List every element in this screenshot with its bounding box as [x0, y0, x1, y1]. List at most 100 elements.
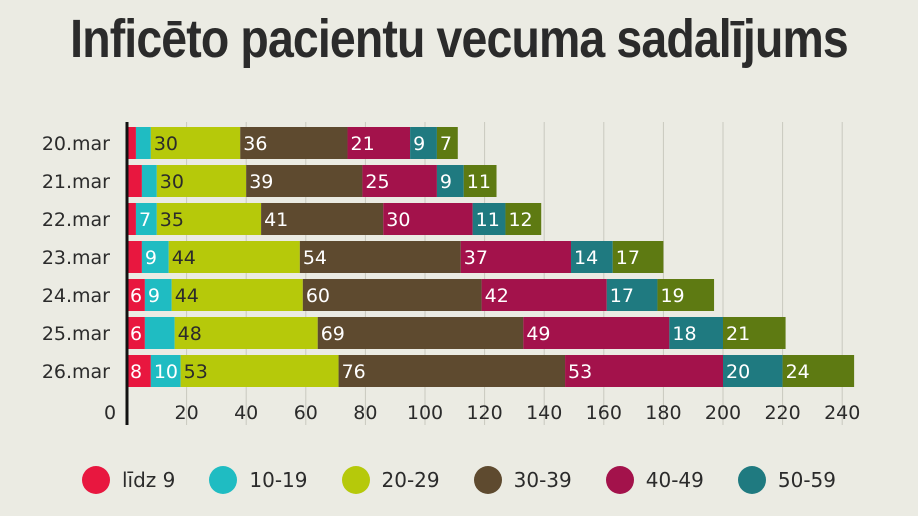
x-tick-label: 40	[234, 402, 258, 424]
bar-segment	[782, 355, 855, 387]
bar-segment	[436, 127, 458, 159]
legend-item: 30-39	[473, 466, 572, 494]
data-label: 9	[440, 171, 452, 193]
x-tick-label: 20	[175, 402, 199, 424]
x-tick-label: 200	[705, 402, 741, 424]
legend-swatch	[81, 466, 110, 494]
data-label: 69	[321, 323, 345, 345]
bar-segment	[127, 165, 142, 197]
data-label: 30	[154, 133, 178, 155]
bar-segment	[127, 241, 142, 273]
bar-segment	[460, 241, 572, 273]
bar-segment	[171, 279, 303, 311]
bar-segment	[463, 165, 497, 197]
bar-segment	[436, 165, 464, 197]
bar-segment	[302, 279, 482, 311]
bar-segment	[127, 279, 145, 311]
legend-swatch	[605, 466, 634, 494]
bar-segment	[410, 127, 437, 159]
data-label: 30	[160, 171, 184, 193]
data-label: 8	[130, 361, 142, 383]
bar-segment	[723, 355, 783, 387]
legend-item: 40-49	[605, 466, 704, 494]
bar-segment	[606, 279, 658, 311]
bar-segment	[338, 355, 566, 387]
data-label: 39	[249, 171, 273, 193]
bar-segment	[127, 355, 151, 387]
data-label: 9	[413, 133, 425, 155]
bar-segment	[261, 203, 384, 235]
bar-segment	[246, 165, 363, 197]
bar-segment	[723, 317, 786, 349]
bar-segment	[127, 127, 136, 159]
data-label: 60	[306, 285, 330, 307]
data-label: 9	[145, 247, 157, 269]
bar-segment	[168, 241, 300, 273]
bar-segment	[481, 279, 607, 311]
legend-swatch	[341, 466, 370, 494]
bar-segment	[174, 317, 318, 349]
x-tick-label: 180	[645, 402, 681, 424]
legend-label: 40-49	[645, 468, 704, 492]
bar-segment	[505, 203, 542, 235]
category-label: 23.mar	[42, 247, 110, 269]
data-label: 35	[160, 209, 184, 231]
data-label: 53	[184, 361, 208, 383]
data-label: 14	[574, 247, 598, 269]
data-label: 21	[351, 133, 375, 155]
data-label: 76	[342, 361, 366, 383]
data-label: 7	[440, 133, 452, 155]
category-label: 20.mar	[42, 133, 110, 155]
bar-segment	[135, 203, 157, 235]
bar-segment	[150, 127, 241, 159]
legend-label: 50-59	[777, 468, 836, 492]
bar-segment	[299, 241, 461, 273]
x-tick-label: 140	[526, 402, 562, 424]
legend-label: 30-39	[513, 468, 572, 492]
legend-item: līdz 9	[81, 466, 176, 494]
bar-segment	[144, 279, 172, 311]
bar-segment	[565, 355, 723, 387]
data-label: 18	[672, 323, 696, 345]
legend-item: 20-29	[341, 466, 440, 494]
data-label: 6	[130, 323, 142, 345]
bar-segment	[571, 241, 613, 273]
category-label: 26.mar	[42, 361, 110, 383]
bar-segment	[156, 165, 247, 197]
data-label: 7	[139, 209, 151, 231]
bar-segment	[383, 203, 473, 235]
legend-swatch	[473, 466, 502, 494]
legend-swatch	[209, 466, 238, 494]
legend-label: 20-29	[381, 468, 440, 492]
x-tick-label: 220	[764, 402, 800, 424]
legend-swatch	[737, 466, 766, 494]
bar-segment	[240, 127, 348, 159]
bar-segment	[317, 317, 524, 349]
data-label: 42	[485, 285, 509, 307]
bar-segment	[144, 317, 175, 349]
x-tick-label: 160	[586, 402, 622, 424]
data-label: 11	[476, 209, 500, 231]
bar-segment	[362, 165, 437, 197]
bar-segment	[612, 241, 664, 273]
legend-label: līdz 9	[121, 468, 176, 492]
data-label: 49	[526, 323, 550, 345]
data-label: 17	[610, 285, 634, 307]
category-label: 21.mar	[42, 171, 110, 193]
data-label: 44	[175, 285, 199, 307]
category-label: 25.mar	[42, 323, 110, 345]
data-label: 9	[148, 285, 160, 307]
data-label: 30	[386, 209, 410, 231]
data-label: 12	[508, 209, 532, 231]
bar-segment	[669, 317, 723, 349]
x-tick-label: 0	[104, 402, 116, 424]
x-tick-label: 100	[407, 402, 443, 424]
data-label: 25	[365, 171, 389, 193]
legend-label: 10-19	[249, 468, 308, 492]
data-label: 10	[154, 361, 178, 383]
chart-title: Inficēto pacientu vecuma sadalījums	[70, 9, 849, 69]
bar-segment	[127, 317, 145, 349]
data-label: 41	[264, 209, 288, 231]
bar-segment	[347, 127, 411, 159]
bar-segment	[135, 127, 151, 159]
